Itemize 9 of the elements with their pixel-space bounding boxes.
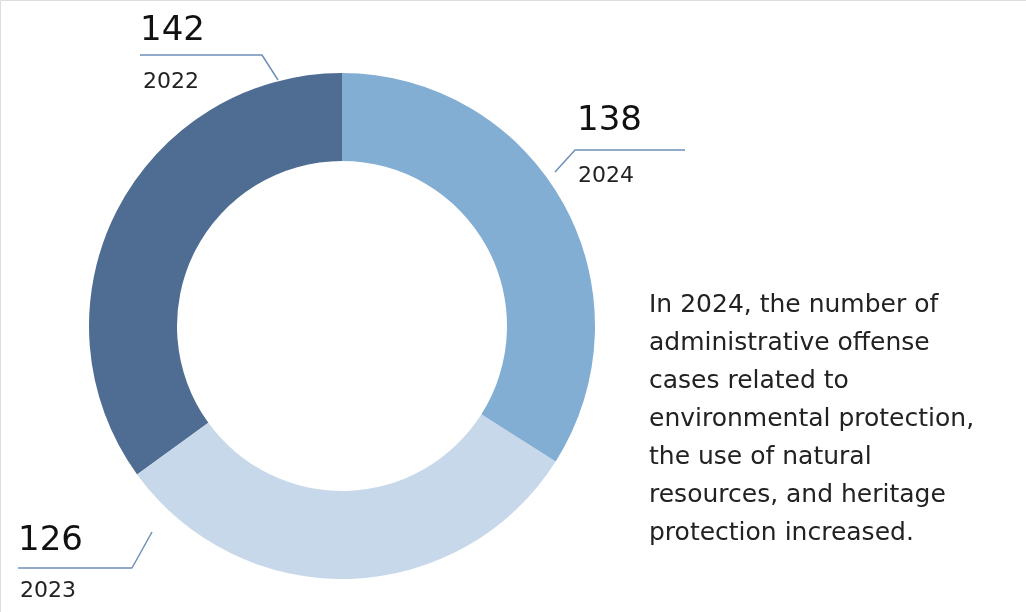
slice-label: 2022 bbox=[143, 68, 199, 93]
donut-slice bbox=[137, 414, 556, 579]
data-label: 138 bbox=[577, 98, 642, 138]
text: In 2024, the number of administrative offense cases related to environmental protection, the use of natural resources, and heritage protection increased. bbox=[649, 289, 975, 546]
slice-label: 2023 bbox=[20, 577, 76, 602]
slice-label: 2024 bbox=[578, 162, 634, 187]
donut-slice bbox=[89, 73, 342, 475]
data-label: 126 bbox=[18, 518, 83, 558]
data-label: 142 bbox=[140, 8, 205, 48]
